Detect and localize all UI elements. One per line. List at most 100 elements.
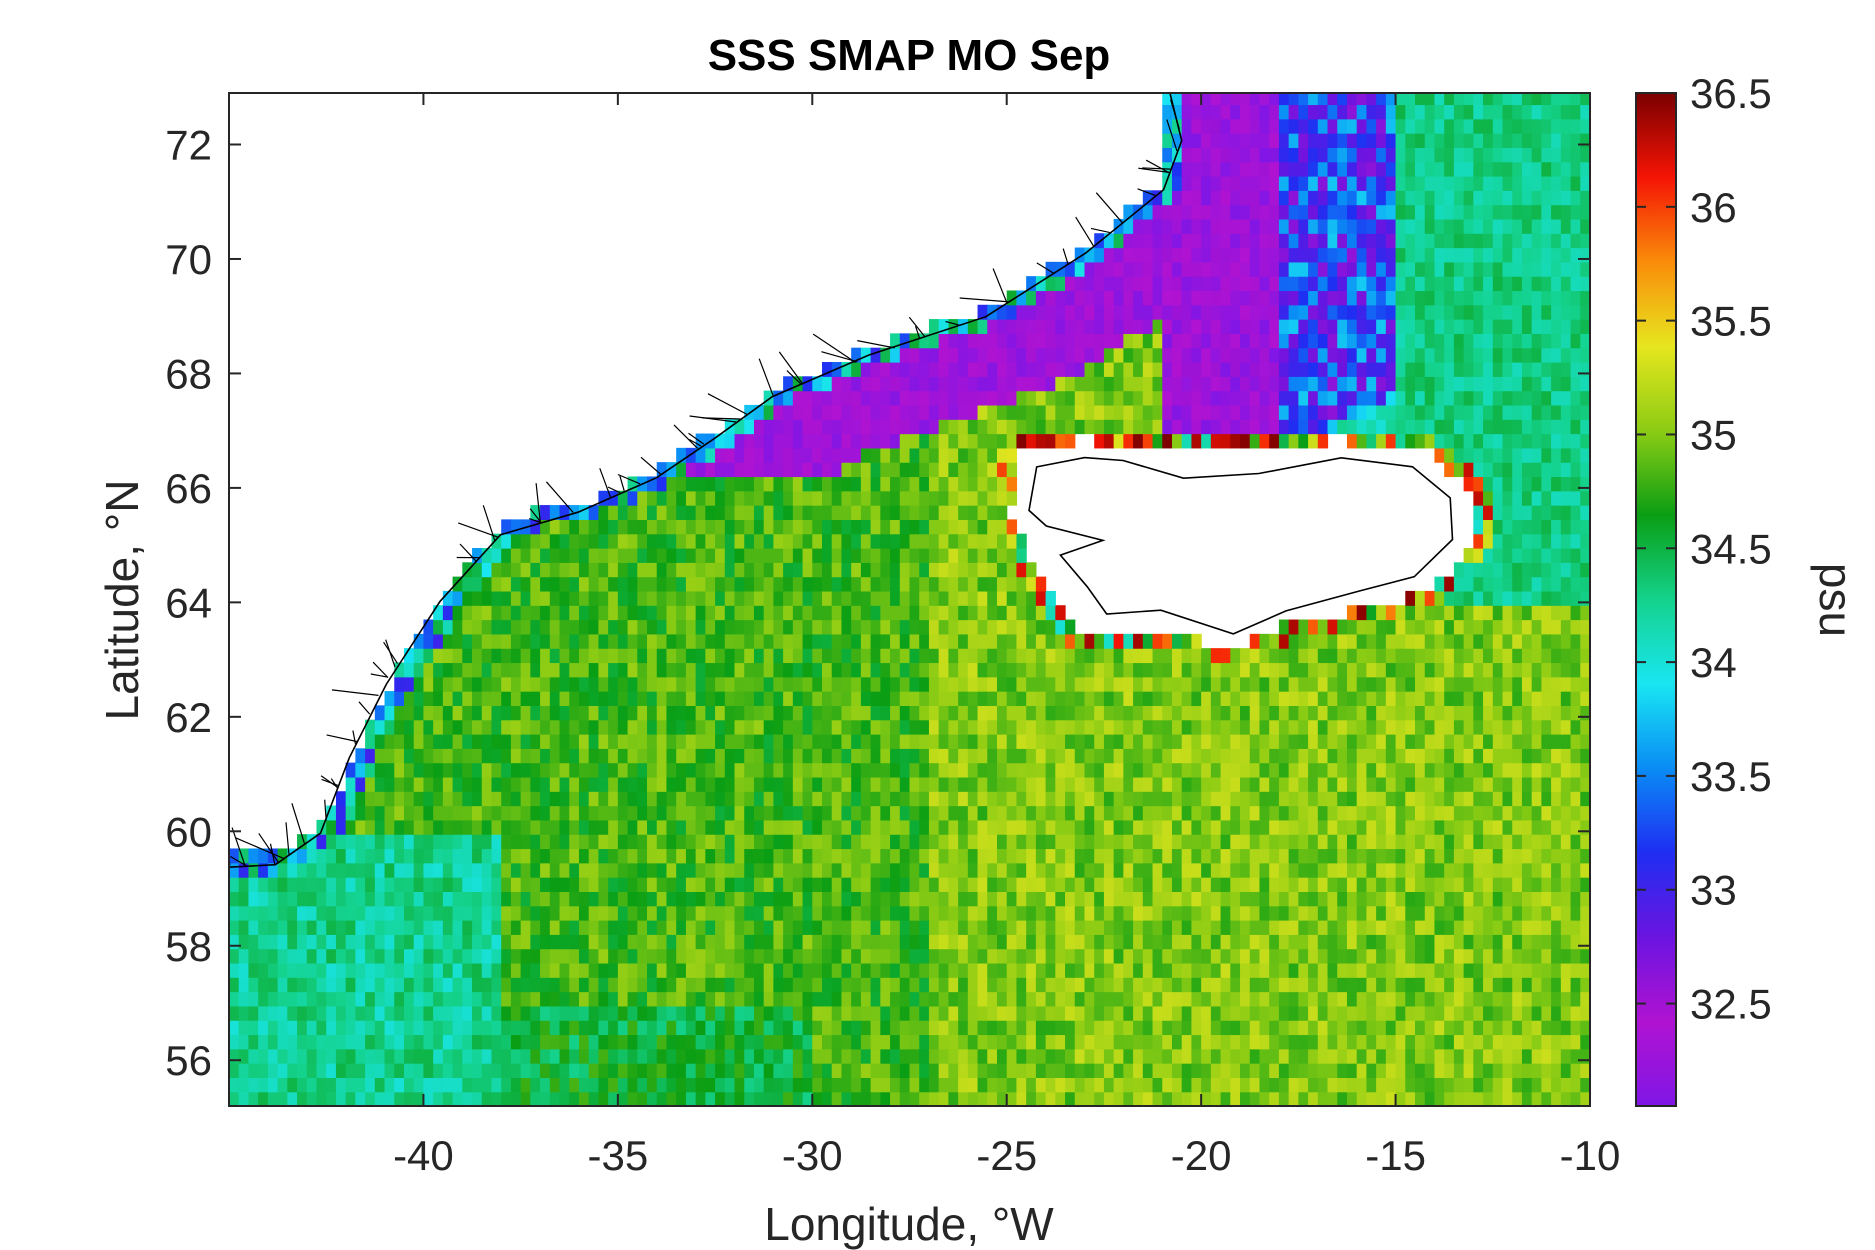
heatmap-cell <box>822 662 833 678</box>
heatmap-cell <box>753 1020 765 1036</box>
heatmap-cell <box>1288 676 1299 692</box>
heatmap-cell <box>919 920 930 935</box>
heatmap-cell <box>1444 1048 1455 1064</box>
heatmap-cell <box>890 905 901 921</box>
heatmap-cell <box>1171 1063 1183 1078</box>
heatmap-cell <box>1006 905 1018 921</box>
heatmap-cell <box>860 719 872 735</box>
heatmap-cell <box>258 1005 269 1021</box>
heatmap-cell <box>705 547 716 563</box>
heatmap-cell <box>1356 1005 1368 1021</box>
heatmap-cell <box>608 948 619 964</box>
heatmap-cell <box>277 862 288 878</box>
heatmap-cell <box>1006 948 1018 964</box>
heatmap-cell <box>413 834 425 850</box>
heatmap-cell <box>1278 877 1290 892</box>
heatmap-cell <box>423 748 434 764</box>
heatmap-cell <box>1521 977 1533 993</box>
heatmap-cell <box>1016 934 1027 950</box>
heatmap-cell <box>306 1063 318 1078</box>
heatmap-cell <box>559 977 570 993</box>
heatmap-cell <box>569 1034 580 1050</box>
heatmap-cell <box>365 862 376 878</box>
heatmap-cell <box>433 762 444 778</box>
heatmap-cell <box>403 748 415 764</box>
heatmap-cell <box>656 719 668 735</box>
heatmap-cell <box>1327 905 1338 921</box>
heatmap-cell <box>744 991 755 1007</box>
heatmap-cell <box>1201 862 1212 878</box>
heatmap-cell <box>1181 877 1193 892</box>
heatmap-cell <box>491 891 502 907</box>
heatmap-cell <box>890 733 901 749</box>
heatmap-cell <box>1123 648 1134 664</box>
heatmap-cell <box>987 920 998 935</box>
heatmap-cell <box>1006 533 1018 549</box>
heatmap-cell <box>413 991 425 1007</box>
heatmap-cell <box>870 977 881 993</box>
heatmap-cell <box>637 791 648 807</box>
heatmap-cell <box>248 1005 259 1021</box>
heatmap-cell <box>287 1077 298 1093</box>
heatmap-cell <box>948 834 959 850</box>
heatmap-cell <box>637 1005 648 1021</box>
heatmap-cell <box>1162 719 1173 735</box>
heatmap-cell <box>413 877 425 892</box>
heatmap-cell <box>967 948 979 964</box>
heatmap-cell <box>588 1005 600 1021</box>
heatmap-cell <box>598 977 609 993</box>
heatmap-cell <box>413 920 425 935</box>
heatmap-cell <box>1191 662 1202 678</box>
heatmap-cell <box>1026 1005 1037 1021</box>
heatmap-cell <box>1026 905 1037 921</box>
heatmap-cell <box>1521 776 1533 792</box>
heatmap-cell <box>1278 676 1290 692</box>
heatmap-cell <box>1424 662 1436 678</box>
heatmap-cell <box>666 1005 677 1021</box>
heatmap-cell <box>345 805 356 821</box>
heatmap-cell <box>967 719 979 735</box>
heatmap-cell <box>851 1063 862 1078</box>
heatmap-cell <box>656 977 668 993</box>
heatmap-cell <box>1483 1005 1494 1021</box>
heatmap-cell <box>715 1020 726 1036</box>
heatmap-cell <box>705 977 716 993</box>
heatmap-cell <box>423 1063 434 1078</box>
heatmap-cell <box>715 533 726 549</box>
heatmap-cell <box>287 1048 298 1064</box>
heatmap-cell <box>890 920 901 935</box>
heatmap-cell <box>491 877 502 892</box>
heatmap-cell <box>1502 1005 1513 1021</box>
heatmap-cell <box>433 1091 444 1106</box>
heatmap-cell <box>442 877 454 892</box>
heatmap-cell <box>1346 819 1358 835</box>
heatmap-cell <box>1492 1005 1504 1021</box>
heatmap-cell <box>1220 805 1231 821</box>
heatmap-cell <box>1113 719 1124 735</box>
heatmap-cell <box>647 648 658 664</box>
heatmap-cell <box>491 934 502 950</box>
heatmap-cell <box>695 1091 706 1106</box>
heatmap-cell <box>715 991 726 1007</box>
heatmap-cell <box>1473 619 1484 635</box>
heatmap-cell <box>559 776 570 792</box>
heatmap-cell <box>1016 962 1027 978</box>
heatmap-cell <box>1288 1048 1299 1064</box>
heatmap-cell <box>1560 920 1572 935</box>
heatmap-cell <box>1152 791 1163 807</box>
heatmap-cell <box>1512 891 1523 907</box>
heatmap-cell <box>1230 733 1241 749</box>
heatmap-cell <box>1308 977 1319 993</box>
heatmap-cell <box>1492 977 1504 993</box>
heatmap-cell <box>472 662 483 678</box>
heatmap-cell <box>1259 705 1270 721</box>
heatmap-cell <box>938 705 949 721</box>
heatmap-cell <box>812 619 823 635</box>
heatmap-cell <box>802 776 813 792</box>
heatmap-cell <box>1531 648 1542 664</box>
heatmap-cell <box>1123 905 1134 921</box>
heatmap-cell <box>1201 1048 1212 1064</box>
heatmap-cell <box>1103 920 1115 935</box>
heatmap-cell <box>685 733 697 749</box>
heatmap-cell <box>549 519 561 535</box>
